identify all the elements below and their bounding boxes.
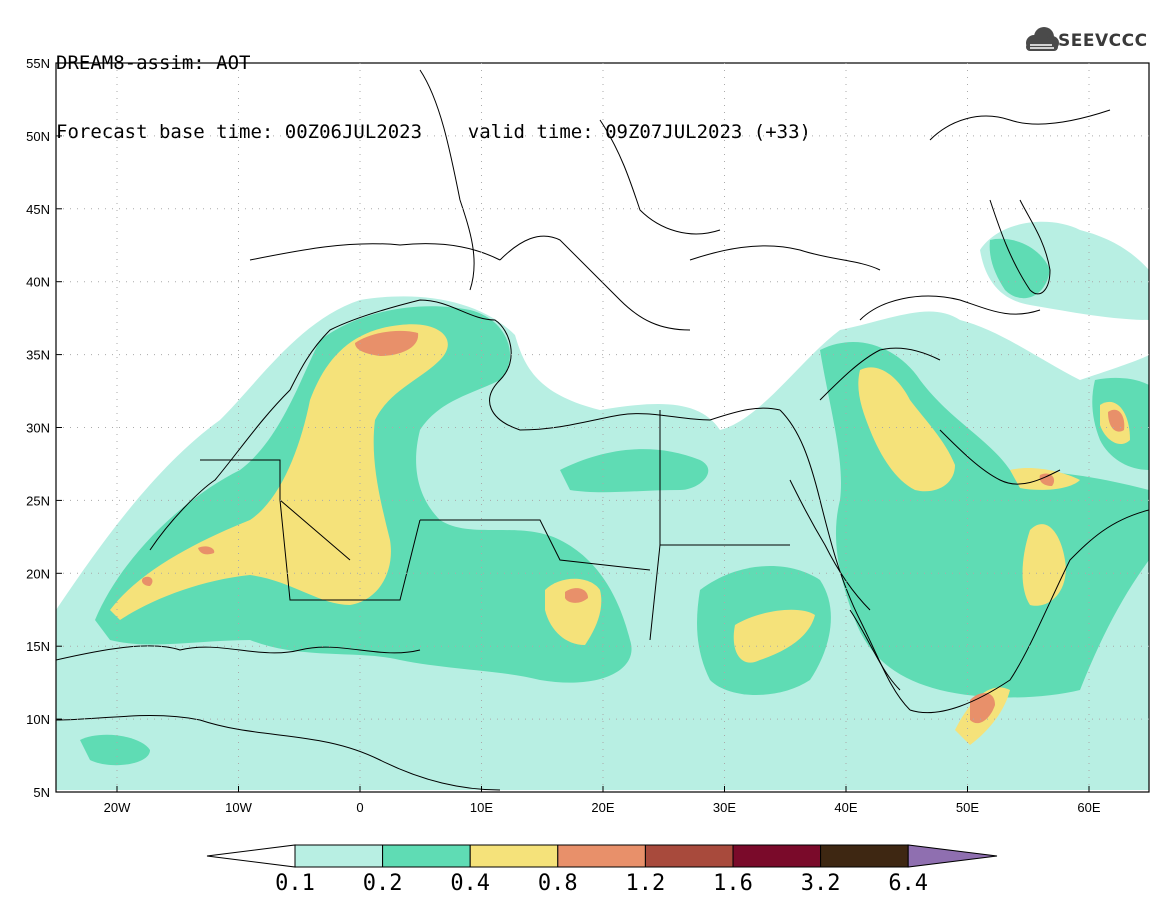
colorbar [206,844,998,868]
longitude-label: 10W [225,800,252,815]
colorbar-label: 0.1 [275,871,315,896]
map-header: DREAM8-assim: AOT Forecast base time: 00… [56,6,811,167]
colorbar-segment [382,844,471,868]
latitude-label: 20N [26,566,50,581]
colorbar-segment [820,844,909,868]
longitude-axis: 20W 10W 0 10E 20E 30E 40E 50E 60E [104,786,1101,815]
longitude-label: 0 [356,800,363,815]
latitude-label: 45N [26,202,50,217]
aot-field [56,69,1149,791]
colorbar-segment [294,844,384,868]
latitude-axis: 55N 50N 45N 40N 35N 30N 25N 20N 15N 10N 5N [26,56,62,800]
latitude-label: 40N [26,275,50,290]
colorbar-label: 0.8 [537,871,578,896]
longitude-label: 50E [956,800,979,815]
latitude-label: 30N [26,421,50,436]
colorbar-label: 3.2 [800,871,841,896]
longitude-label: 20E [591,800,614,815]
cloud-icon [1026,27,1059,51]
longitude-label: 20W [104,800,131,815]
logo-text: SEEVCCC [1058,31,1148,51]
colorbar-label: 1.6 [713,871,753,896]
longitude-label: 60E [1077,800,1100,815]
colorbar-segment [557,844,646,868]
latitude-label: 35N [26,348,50,363]
colorbar-segment [732,844,822,868]
latitude-label: 25N [26,493,50,508]
longitude-label: 40E [834,800,857,815]
gridlines [56,63,1149,792]
colorbar-under-arrow [206,844,296,868]
colorbar-segment [469,844,559,868]
colorbar-label: 0.2 [362,871,403,896]
latitude-label: 55N [26,56,50,71]
colorbar-label: 6.4 [888,871,929,896]
colorbar-label: 1.2 [625,871,666,896]
latitude-label: 5N [33,785,50,800]
latitude-label: 50N [26,129,50,144]
colorbar-over-arrow [907,844,998,868]
latitude-label: 15N [26,639,50,654]
colorbar-label: 0.4 [450,871,491,896]
coastlines [56,69,1149,791]
longitude-label: 30E [713,800,736,815]
forecast-times: Forecast base time: 00Z06JUL2023 valid t… [56,121,811,143]
aot-contour-higher [141,330,1125,724]
latitude-label: 10N [26,712,50,727]
longitude-label: 10E [470,800,493,815]
colorbar-segment [644,844,734,868]
